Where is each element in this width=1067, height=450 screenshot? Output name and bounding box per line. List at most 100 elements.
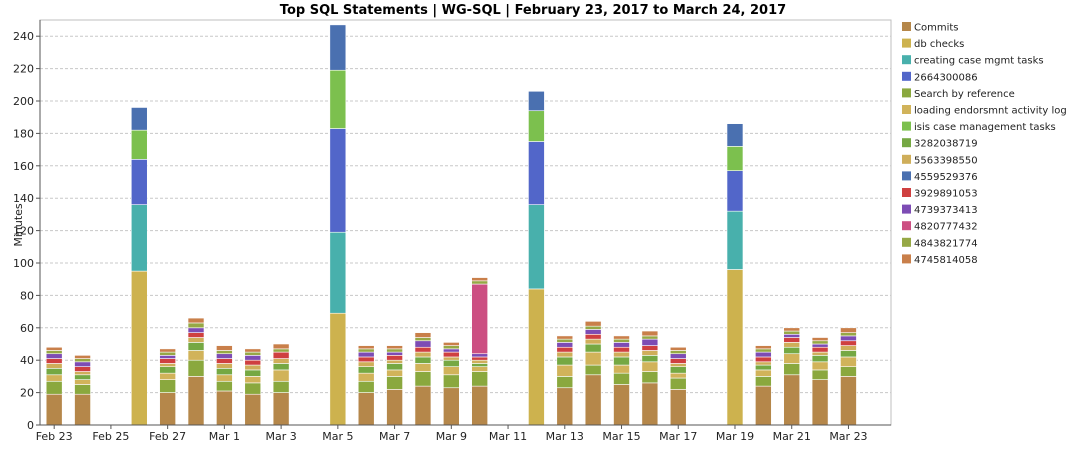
legend-label: 2664300086	[914, 72, 978, 83]
bar-segment	[840, 345, 857, 351]
bar-segment	[329, 231, 347, 314]
bar-segment	[641, 371, 659, 384]
y-tick-label: 140	[13, 192, 34, 205]
bar-segment	[130, 107, 148, 131]
bar-segment	[840, 366, 857, 377]
y-tick-label: 240	[13, 30, 34, 43]
bar-segment	[272, 348, 290, 353]
bar-segment	[357, 361, 375, 367]
bar-segment	[45, 367, 63, 376]
legend-label: 3282038719	[914, 139, 978, 150]
bar-segment	[329, 128, 347, 233]
bar-segment	[216, 350, 233, 355]
bar-segment	[556, 342, 574, 348]
bar-segment	[783, 374, 801, 426]
bar-segment	[471, 359, 488, 364]
bar-segment	[471, 356, 488, 361]
bar-segment	[159, 379, 176, 393]
bar-segment	[726, 123, 744, 147]
legend-label: isis case management tasks	[914, 122, 1056, 133]
legend-swatch	[902, 154, 911, 164]
bar-segment	[357, 380, 375, 393]
y-axis-label: Minutes	[12, 203, 25, 247]
bar-segment	[613, 346, 630, 353]
x-tick-label: Mar 11	[489, 430, 527, 443]
bar-segment	[613, 356, 630, 366]
bar-segment	[216, 358, 233, 364]
bar-segment	[45, 358, 63, 364]
bar-segment	[74, 361, 91, 367]
bar-segment	[187, 332, 205, 338]
bar-segment	[783, 330, 801, 335]
bar-segment	[329, 69, 347, 129]
bar-segment	[414, 346, 432, 353]
bar-segment	[130, 129, 148, 160]
bar-segment	[414, 371, 432, 387]
x-tick-label: Mar 3	[265, 430, 296, 443]
bar-segment	[414, 351, 432, 358]
bar-segment	[811, 346, 829, 353]
bar-segment	[669, 350, 687, 355]
bar-segment	[755, 385, 772, 426]
bar-segment	[471, 280, 488, 285]
bar-segment	[556, 346, 574, 353]
axes	[39, 20, 891, 426]
bar-segment	[528, 288, 545, 426]
legend-swatch	[902, 221, 911, 231]
x-tick-label: Mar 23	[829, 430, 867, 443]
bar-segment	[641, 330, 659, 337]
legend-swatch	[902, 71, 911, 81]
bar-segment	[641, 335, 659, 340]
legend-label: 4820777432	[914, 222, 978, 233]
bar-segment	[357, 351, 375, 358]
x-tick-label: Mar 1	[209, 430, 240, 443]
bar-segment	[783, 327, 801, 332]
bar-segment	[386, 351, 403, 356]
bar-segment	[386, 376, 403, 390]
bar-segment	[584, 338, 602, 345]
legend-label: Commits	[914, 23, 959, 34]
bar-segment	[272, 358, 290, 364]
legend-swatch	[902, 188, 911, 197]
bar-segment	[329, 312, 347, 426]
bar-segment	[244, 351, 262, 356]
bar-segment	[386, 345, 403, 350]
bar-segment	[244, 376, 262, 384]
bar-segment	[840, 335, 857, 342]
bar-segment	[641, 338, 659, 346]
bar-segment	[45, 374, 63, 382]
bar-segment	[443, 356, 460, 361]
grid	[39, 19, 892, 426]
y-tick-label: 180	[13, 127, 34, 140]
bar-segment	[584, 333, 602, 340]
bar-segment	[386, 348, 403, 353]
bar-segment	[726, 269, 744, 426]
bar-segment	[613, 351, 630, 358]
y-tick-label: 100	[13, 257, 34, 270]
bar-segment	[74, 358, 91, 363]
bar-segment	[669, 389, 687, 426]
bar-segment	[414, 332, 432, 338]
bar-segment	[187, 359, 205, 377]
bar-segment	[216, 374, 233, 382]
legend-label: 4843821774	[914, 238, 978, 249]
bar-segment	[669, 353, 687, 359]
bar-segment	[443, 387, 460, 426]
bar-segment	[669, 363, 687, 367]
bar-segment	[216, 345, 233, 351]
bar-segment	[613, 342, 630, 348]
bar-segment	[840, 356, 857, 367]
bar-segment	[811, 340, 829, 345]
chart-title: Top SQL Statements | WG-SQL | February 2…	[280, 3, 786, 18]
bar-segment	[45, 363, 63, 369]
bar-segment	[443, 342, 460, 346]
bar-segment	[244, 348, 262, 353]
bar-segment	[641, 345, 659, 351]
y-ticks: 0 20 40 60 80 100 120 140 160 180 200 220 240	[13, 30, 40, 432]
y-tick-label: 200	[13, 95, 34, 108]
bar-segment	[45, 393, 63, 426]
bar-segment	[471, 385, 488, 426]
bar-segment	[755, 348, 772, 353]
legend-label: 3929891053	[914, 189, 978, 200]
bar-segment	[755, 361, 772, 366]
